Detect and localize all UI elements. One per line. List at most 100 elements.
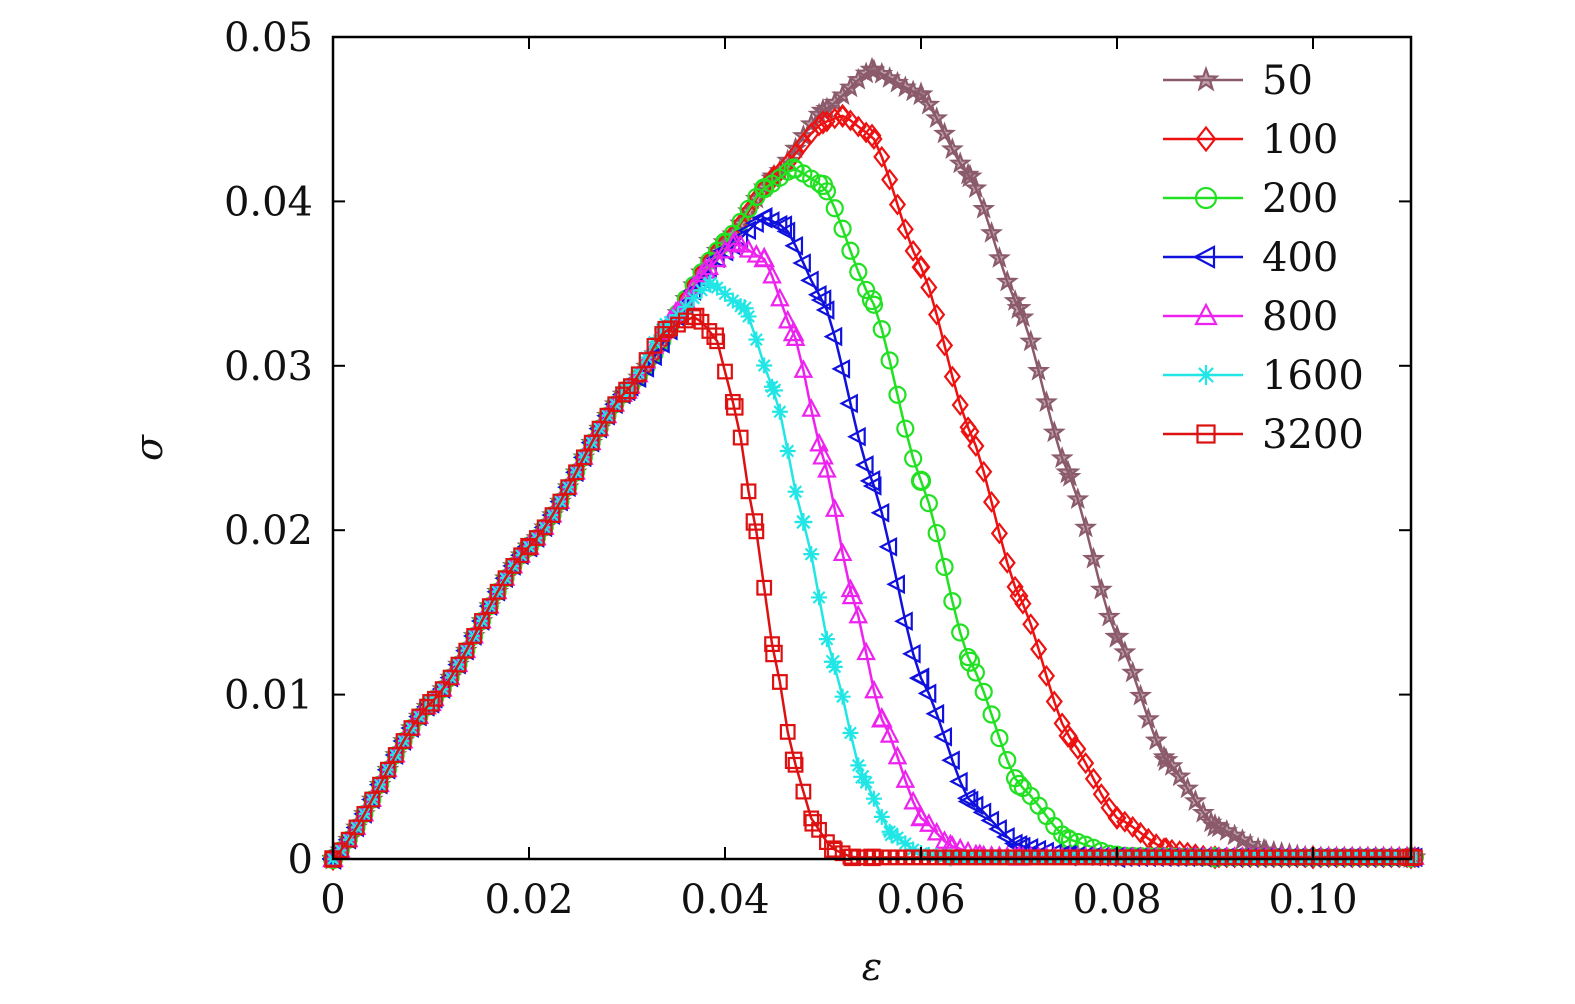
data-point-marker [934,830,955,849]
data-point-marker [764,378,781,395]
data-point-marker [709,279,726,296]
data-point [735,299,754,318]
data-point-marker [974,682,993,701]
data-point-marker [1113,640,1137,663]
data-point-marker [958,647,978,667]
data-point-marker [1006,575,1024,598]
data-point-marker [966,663,985,682]
legend-entry-200: 200 [1163,176,1338,222]
data-point-marker [776,221,796,242]
data-point-marker [873,145,891,168]
data-point-marker [912,256,930,279]
data-point-marker [1121,660,1145,683]
data-point-marker [748,523,765,540]
data-point-marker [817,182,837,201]
data-point-marker [865,128,883,151]
data-point-marker [823,326,843,347]
data-point-marker [870,502,890,523]
data-point-marker [1183,789,1207,811]
data-point-marker [1136,707,1160,729]
data-point-marker [1124,815,1142,838]
data-point-marker [801,398,822,417]
data-point-marker [933,121,956,144]
data-point-marker [1176,776,1200,799]
data-point-marker [777,309,798,329]
legend-entry-1600: 1600 [1163,353,1364,399]
series-layer [322,56,1427,872]
data-point-marker [1027,358,1051,381]
data-point-marker [982,705,1001,724]
data-point-marker [748,331,765,348]
data-point [782,320,805,342]
series-400 [322,207,1423,870]
data-point-marker [903,790,923,810]
data-point-marker [917,683,937,704]
data-point-marker [834,688,851,705]
data-point-marker [871,708,892,727]
data-point-marker [872,320,891,339]
legend-label: 1600 [1262,353,1364,399]
data-point-marker [856,641,876,661]
data-point-marker [779,442,796,459]
data-point-marker [795,513,812,530]
legend-marker [1192,245,1216,269]
data-point-marker [745,213,764,233]
data-point-marker [928,303,946,326]
data-point-marker [1407,849,1423,866]
data-point-marker [730,233,751,253]
data-point-marker [1082,546,1105,569]
data-point-marker [1014,592,1032,615]
legend-marker [1196,365,1216,385]
data-point-marker [925,703,945,724]
data-point-marker [897,835,914,852]
data-point-marker [990,522,1008,545]
data-point-marker [864,295,884,314]
legend-label: 50 [1262,58,1313,104]
data-point-marker [1131,821,1150,844]
data-point-marker [560,479,577,496]
data-point-marker [768,214,788,235]
data-point-marker [786,142,805,165]
data-point-marker [771,674,788,690]
data-point-marker [896,419,915,438]
data-point-marker [787,483,804,500]
data-point-marker [935,334,954,357]
data-point-marker [949,771,968,792]
data-point-marker [857,280,876,300]
x-tick-label: 0.02 [484,877,573,923]
data-point-marker [832,542,853,562]
data-point-marker [800,270,819,291]
data-point-marker [1069,737,1087,760]
data-point-marker [943,365,961,388]
data-point-marker [724,292,741,309]
legend-entry-100: 100 [1163,117,1338,163]
y-tick-label: 0.04 [224,179,313,225]
data-point-marker [967,435,985,457]
data-point-marker [927,523,946,543]
data-point-marker [1168,764,1192,787]
legend-marker [1196,424,1216,444]
y-axis-ticks: 0 0.01 0.02 0.03 0.04 0.05 [224,15,1411,883]
data-point-marker [920,276,938,299]
data-point-marker [996,827,1015,847]
data-point [859,470,881,492]
series-3200 [324,307,1423,868]
data-point-marker [826,658,843,675]
data-point-marker [803,546,820,563]
data-point-marker [943,592,962,611]
data-point-marker [895,769,916,788]
data-point [784,751,803,770]
data-point-marker [904,449,923,468]
y-tick-label: 0.05 [224,15,313,61]
data-point-marker [987,246,1011,268]
x-axis-label: ε [862,945,882,989]
data-point-marker [1084,767,1103,790]
data-point-marker [818,110,836,133]
data-point-marker [785,327,806,346]
data-point-marker [880,351,899,370]
data-point-marker [911,471,931,490]
data-point-marker [858,774,875,791]
data-point-marker [1066,487,1090,509]
data-point-marker [865,790,882,807]
data-point-marker [998,751,1017,770]
